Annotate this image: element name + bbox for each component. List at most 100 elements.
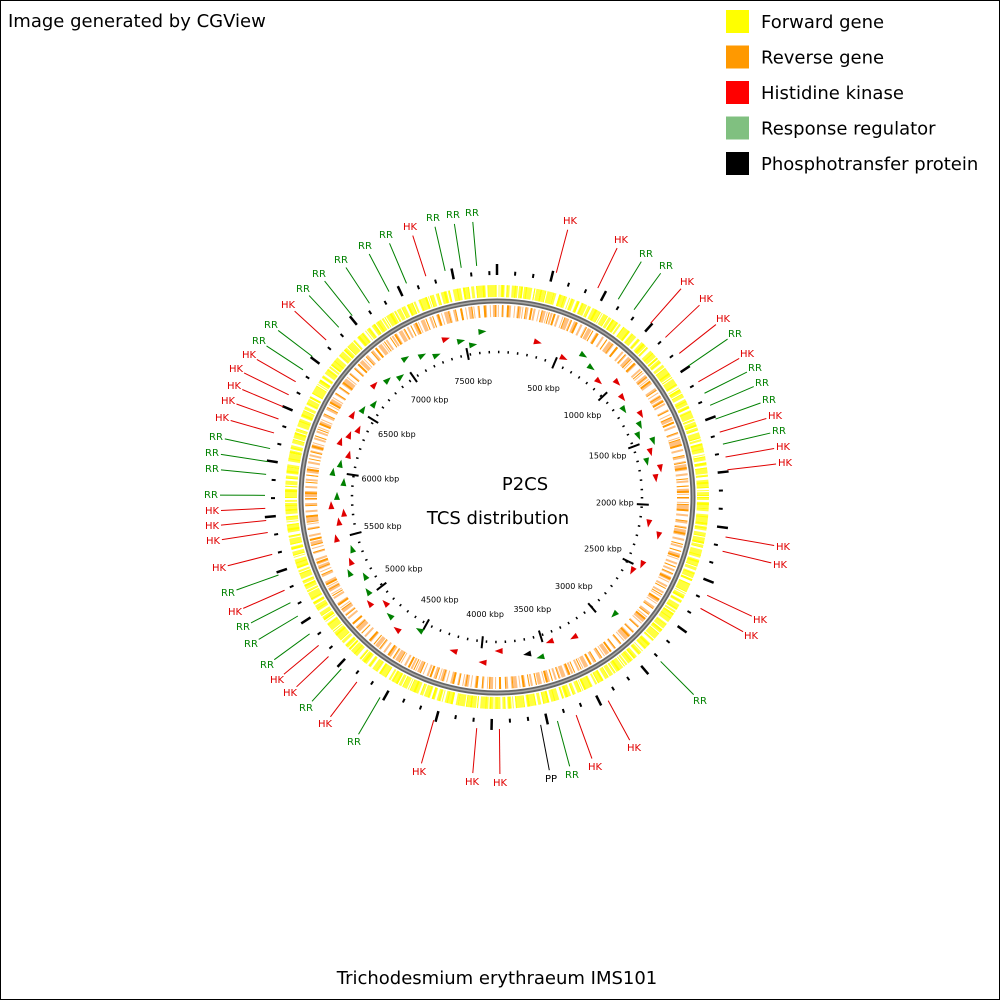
outer-tick bbox=[709, 560, 714, 564]
feature-label: HK bbox=[229, 364, 244, 375]
feature-marker bbox=[341, 508, 348, 517]
outer-tick bbox=[382, 690, 390, 701]
outer-tick bbox=[266, 459, 278, 464]
feature-label: RR bbox=[204, 490, 218, 501]
feature-label: HK bbox=[221, 396, 236, 407]
feature-label: HK bbox=[716, 314, 731, 325]
outer-tick bbox=[561, 708, 565, 714]
feature-leader bbox=[555, 229, 569, 273]
scale-label: 7000 kbp bbox=[411, 396, 449, 405]
feature-label: HK bbox=[205, 506, 220, 517]
outer-tick bbox=[686, 610, 692, 614]
feature-label: HK bbox=[744, 631, 759, 642]
outer-tick bbox=[317, 631, 322, 636]
feature-marker bbox=[646, 519, 653, 528]
feature-leader bbox=[250, 602, 291, 624]
feature-leader bbox=[575, 714, 593, 759]
feature-marker bbox=[612, 377, 621, 386]
outer-tick bbox=[264, 514, 276, 519]
feature-label: HK bbox=[493, 778, 508, 789]
scale-tick bbox=[551, 356, 558, 369]
feature-marker bbox=[415, 627, 425, 635]
outer-tick bbox=[583, 288, 588, 294]
feature-leader bbox=[665, 304, 700, 338]
feature-leader bbox=[243, 589, 285, 609]
feature-leader bbox=[412, 235, 427, 277]
feature-leader bbox=[324, 280, 353, 316]
outer-tick bbox=[544, 713, 550, 725]
outer-tick bbox=[644, 322, 654, 333]
scale-tick bbox=[349, 531, 362, 537]
feature-label: RR bbox=[209, 432, 223, 443]
feature-marker bbox=[329, 467, 336, 477]
feature-label: HK bbox=[776, 442, 791, 453]
outer-tick bbox=[368, 310, 373, 315]
feature-label: RR bbox=[299, 703, 313, 714]
feature-marker bbox=[617, 393, 626, 402]
feature-marker bbox=[358, 405, 366, 415]
feature-marker bbox=[441, 337, 450, 344]
backbone-highlight bbox=[300, 300, 694, 694]
outer-tick bbox=[296, 391, 301, 396]
outer-tick bbox=[714, 453, 720, 456]
feature-leader bbox=[706, 594, 753, 617]
feature-label: RR bbox=[334, 255, 348, 266]
feature-leader bbox=[308, 295, 340, 328]
feature-label: RR bbox=[755, 378, 769, 389]
feature-label: RR bbox=[244, 639, 258, 650]
scale-tick bbox=[480, 636, 484, 649]
feature-leader bbox=[698, 358, 740, 383]
feature-leader bbox=[650, 288, 682, 324]
feature-leader bbox=[258, 615, 299, 640]
feature-label: RR bbox=[565, 770, 579, 781]
legend-swatch bbox=[726, 152, 749, 175]
center-title: P2CS bbox=[502, 474, 548, 495]
outer-tick bbox=[611, 686, 615, 691]
legend-label: Response regulator bbox=[761, 119, 936, 140]
feature-leader bbox=[617, 261, 642, 300]
feature-leader bbox=[242, 389, 284, 408]
outer-tick bbox=[328, 645, 334, 650]
legend-swatch bbox=[726, 116, 749, 140]
feature-marker bbox=[611, 609, 620, 618]
feature-leader bbox=[725, 536, 775, 546]
scale-label: 5500 kbp bbox=[364, 522, 402, 531]
feature-label: RR bbox=[264, 320, 278, 331]
outer-tick bbox=[289, 584, 294, 589]
scale-label: 6500 kbp bbox=[378, 430, 416, 439]
outer-tick bbox=[434, 279, 438, 284]
outer-tick bbox=[702, 577, 715, 584]
feature-label: RR bbox=[639, 249, 653, 260]
outer-tick bbox=[273, 533, 279, 536]
footer: Trichodesmium erythraeum IMS101 bbox=[336, 968, 658, 989]
feature-leader bbox=[719, 418, 767, 433]
feature-marker bbox=[334, 534, 341, 543]
feature-leader bbox=[273, 633, 310, 661]
feature-marker bbox=[362, 572, 370, 581]
scale-tick bbox=[422, 618, 430, 631]
feature-marker bbox=[382, 599, 391, 608]
feature-label: HK bbox=[403, 222, 418, 233]
outer-tick bbox=[402, 698, 406, 703]
feature-leader bbox=[221, 532, 268, 541]
feature-label: HK bbox=[563, 216, 578, 227]
feature-leader bbox=[540, 724, 550, 771]
legend-swatch bbox=[726, 10, 749, 33]
feature-marker bbox=[365, 588, 373, 597]
feature-label: HK bbox=[270, 675, 285, 686]
feature-marker bbox=[395, 374, 405, 382]
scale-label: 500 kbp bbox=[527, 384, 560, 393]
feature-label: HK bbox=[465, 777, 480, 788]
outer-tick bbox=[450, 268, 455, 280]
rings bbox=[285, 285, 709, 709]
scale-ring bbox=[350, 350, 644, 644]
feature-leader bbox=[688, 338, 728, 367]
feature-label: HK bbox=[778, 458, 793, 469]
feature-marker bbox=[559, 353, 568, 361]
feature-marker bbox=[449, 649, 459, 655]
outer-tick bbox=[305, 375, 310, 380]
feature-marker bbox=[523, 650, 532, 657]
outer-tick bbox=[689, 384, 695, 389]
feature-leader bbox=[472, 221, 478, 266]
